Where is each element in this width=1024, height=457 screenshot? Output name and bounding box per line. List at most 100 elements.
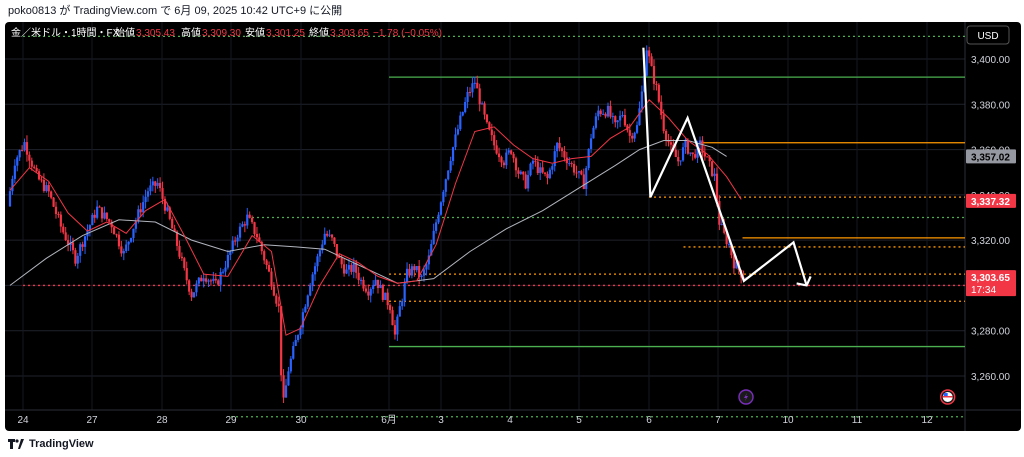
candle-body bbox=[553, 151, 556, 167]
candle-body bbox=[384, 292, 387, 300]
candle-body bbox=[57, 213, 60, 215]
candle-body bbox=[265, 260, 268, 266]
candle-body bbox=[238, 226, 242, 238]
price-chart[interactable]: 金／米ドル・1時間・FX 始値 3,305.43 高値 3,309.30 安値 … bbox=[5, 22, 1021, 431]
candle-body bbox=[476, 82, 479, 89]
brand-name: TradingView bbox=[29, 438, 94, 450]
candle-body bbox=[156, 182, 159, 186]
candle-body bbox=[435, 222, 438, 231]
candle-body bbox=[592, 127, 595, 139]
projection-arrowhead bbox=[796, 275, 812, 287]
candle-body bbox=[367, 291, 370, 296]
candle-body bbox=[386, 292, 389, 306]
candle-body bbox=[280, 306, 283, 376]
candle-body bbox=[323, 233, 326, 245]
footer-brand: TradingView bbox=[8, 436, 94, 452]
candle-body bbox=[398, 306, 401, 317]
candle-body bbox=[255, 233, 259, 238]
candle-body bbox=[62, 226, 65, 233]
candle-body bbox=[631, 135, 634, 139]
candle-body bbox=[357, 272, 360, 281]
candle-body bbox=[430, 244, 433, 256]
candle-body bbox=[657, 84, 660, 102]
candle-body bbox=[389, 305, 392, 311]
ma-fast-line bbox=[9, 99, 742, 336]
candle-body bbox=[589, 138, 593, 149]
candle-body bbox=[144, 196, 147, 203]
candle-body bbox=[606, 105, 610, 117]
candle-body bbox=[209, 280, 213, 282]
candle-body bbox=[655, 83, 658, 85]
candle-body bbox=[117, 234, 121, 247]
candle-body bbox=[459, 115, 462, 130]
candle-body bbox=[253, 222, 256, 234]
candle-body bbox=[115, 234, 118, 236]
candle-body bbox=[67, 240, 70, 246]
candle-body bbox=[185, 268, 188, 281]
candle-body bbox=[594, 116, 597, 128]
candle-body bbox=[219, 272, 222, 285]
candle-body bbox=[289, 358, 292, 372]
flag-stripe bbox=[942, 396, 953, 398]
candle-body bbox=[635, 125, 639, 133]
candle-body bbox=[696, 143, 699, 158]
currency-button[interactable]: USD bbox=[966, 25, 1010, 45]
candle-body bbox=[720, 224, 723, 226]
candle-body bbox=[473, 82, 476, 84]
countdown-label: 17:34 bbox=[971, 285, 996, 296]
candle-body bbox=[529, 163, 532, 176]
candle-body bbox=[471, 83, 474, 93]
y-tick-label: 3,380.00 bbox=[971, 100, 1010, 111]
time-axis: 24 27 28 29 30 6月 3 4 5 6 7 10 11 12 bbox=[17, 414, 933, 426]
y-tick-label: 3,260.00 bbox=[971, 372, 1010, 383]
candle-body bbox=[587, 148, 590, 169]
candle-body bbox=[711, 161, 714, 176]
candle-body bbox=[50, 191, 53, 198]
y-tick-label: 3,320.00 bbox=[971, 236, 1010, 247]
chart-panel[interactable]: 金／米ドル・1時間・FX 始値 3,305.43 高値 3,309.30 安値 … bbox=[5, 22, 1021, 431]
candle-body bbox=[154, 181, 157, 186]
candle-body bbox=[316, 256, 319, 267]
x-tick-label: 28 bbox=[156, 415, 168, 426]
x-tick-label: 6 bbox=[646, 415, 652, 426]
price-label-box bbox=[966, 270, 1016, 297]
candle-body bbox=[674, 149, 677, 158]
candle-body bbox=[306, 295, 309, 307]
candle-body bbox=[376, 279, 380, 289]
candle-body bbox=[485, 114, 489, 123]
candle-body bbox=[585, 168, 588, 190]
candle-body bbox=[481, 103, 484, 105]
candle-body bbox=[214, 278, 217, 281]
candle-body bbox=[125, 244, 128, 252]
candle-body bbox=[304, 306, 307, 313]
candle-body bbox=[352, 262, 355, 272]
close-value: 3,303.65 bbox=[330, 28, 369, 39]
candle-body bbox=[91, 214, 94, 226]
candle-body bbox=[497, 153, 501, 158]
candle-body bbox=[546, 173, 549, 179]
candle-body bbox=[132, 228, 135, 239]
candle-body bbox=[468, 91, 472, 93]
candle-body bbox=[570, 163, 573, 165]
candle-body bbox=[611, 116, 614, 118]
candle-body bbox=[677, 157, 680, 162]
candle-body bbox=[318, 250, 321, 257]
candle-body bbox=[391, 310, 394, 326]
candle-body bbox=[207, 280, 210, 282]
candle-body bbox=[534, 160, 537, 162]
candle-body bbox=[640, 91, 643, 109]
candle-body bbox=[100, 207, 104, 219]
candle-body bbox=[190, 291, 193, 298]
price-label: 3,337.32 bbox=[971, 197, 1010, 208]
candle-body bbox=[8, 191, 12, 207]
candle-body bbox=[623, 115, 627, 126]
candle-body bbox=[374, 279, 377, 286]
candle-body bbox=[347, 265, 351, 270]
candle-body bbox=[524, 174, 527, 189]
candle-body bbox=[195, 283, 198, 293]
open-label: 始値 bbox=[115, 26, 135, 39]
x-tick-label: 5 bbox=[576, 415, 582, 426]
candle-body bbox=[396, 316, 399, 335]
candle-body bbox=[500, 157, 503, 163]
candle-body bbox=[669, 142, 673, 145]
